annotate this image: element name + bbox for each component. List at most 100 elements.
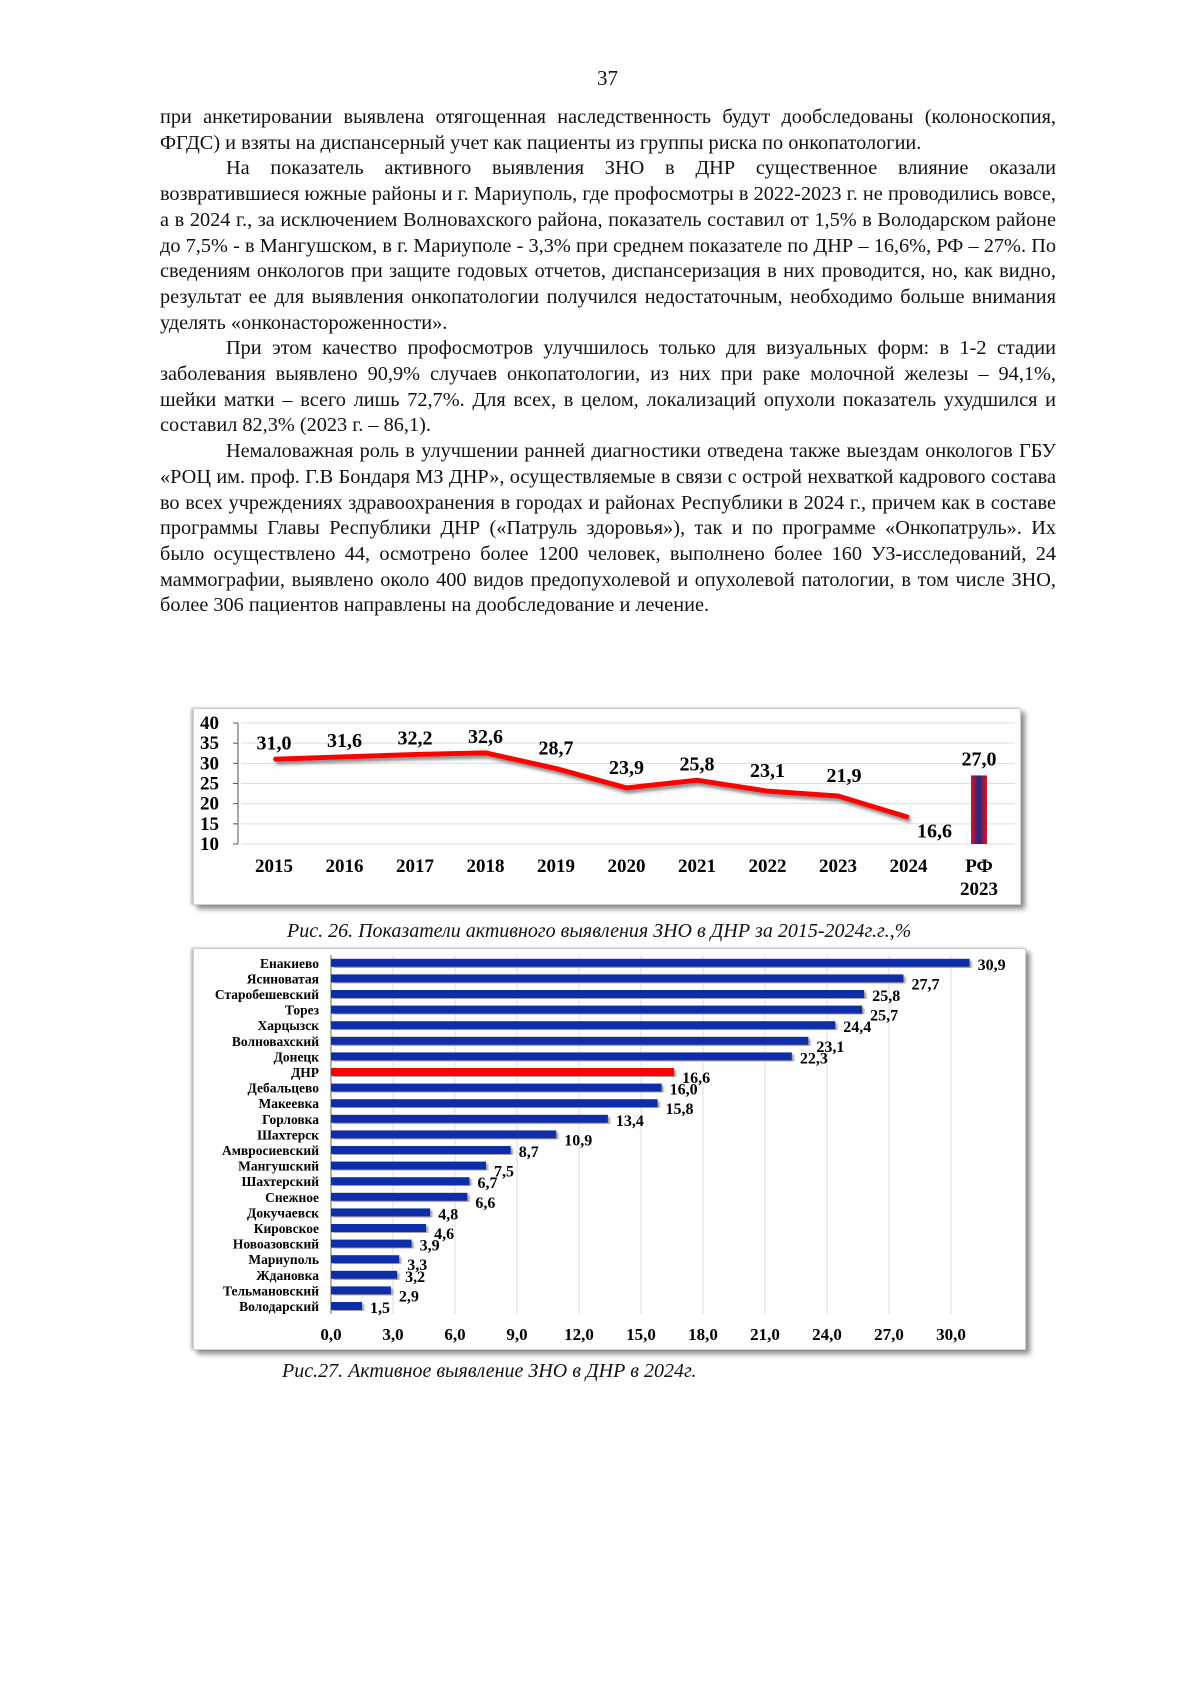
category-label: Шахтерский <box>242 1174 320 1189</box>
data-label: 28,7 <box>539 738 574 760</box>
category-label: Ждановка <box>256 1268 319 1283</box>
data-point <box>273 758 275 761</box>
category-label: Донецк <box>274 1049 320 1064</box>
line-chart-frame: 10 15 20 25 30 35 40 31,0 2015 31,6 2016 32,2 2017 32… <box>193 708 1021 905</box>
bar <box>331 1146 511 1154</box>
x-tick-label: 2024 <box>890 856 929 877</box>
data-label: 25,8 <box>680 753 715 775</box>
value-label: 3,3 <box>407 1257 427 1274</box>
bar <box>331 1270 398 1279</box>
category-label: Тельмановский <box>223 1283 319 1298</box>
bar <box>331 1021 836 1030</box>
bar <box>331 1036 809 1045</box>
bar <box>331 1302 362 1310</box>
value-label: 3,2 <box>405 1269 425 1286</box>
x-tick-label: 0,0 <box>320 1325 341 1344</box>
bar <box>331 958 970 967</box>
data-point <box>837 795 839 798</box>
data-point <box>696 779 698 782</box>
value-label: 22,3 <box>800 1050 828 1067</box>
y-tick-label: 30 <box>200 753 219 774</box>
paragraph: Немаловажная роль в улучшении ранней диа… <box>160 440 1056 617</box>
x-tick-label: 2015 <box>255 856 293 877</box>
x-tick-label: 21,0 <box>750 1325 780 1344</box>
data-label: 16,6 <box>917 820 952 842</box>
x-tick-label: 12,0 <box>564 1325 594 1344</box>
bar <box>331 1130 557 1139</box>
x-tick-label: 27,0 <box>874 1325 904 1344</box>
value-label: 23,1 <box>816 1039 844 1056</box>
y-tick-label: 10 <box>200 834 219 855</box>
value-label: 2,9 <box>399 1288 419 1305</box>
paragraph: На показатель активного выявления ЗНО в … <box>160 157 1056 334</box>
y-tick-label: 20 <box>200 794 219 815</box>
x-tick-label: 2017 <box>396 856 435 877</box>
bar <box>331 1177 470 1186</box>
bar <box>331 1005 863 1014</box>
figure-27-caption: Рис.27. Активное выявление ЗНО в ДНР в 2… <box>282 1360 697 1382</box>
x-tick-label: 30,0 <box>936 1325 966 1344</box>
data-point <box>484 751 487 754</box>
data-point <box>907 816 910 819</box>
category-label: Макеевка <box>258 1096 319 1111</box>
x-tick-label: 18,0 <box>688 1325 718 1344</box>
category-label: Мариуполь <box>248 1252 319 1267</box>
x-tick-label: 2018 <box>467 856 505 877</box>
category-label: Старобешевский <box>215 987 319 1002</box>
value-label: 16,0 <box>670 1082 698 1099</box>
y-tick-label: 35 <box>200 733 219 754</box>
value-label: 25,8 <box>872 988 900 1005</box>
value-label: 24,4 <box>843 1019 871 1036</box>
paragraph: При этом качество профосмотров улучшилос… <box>160 337 1056 437</box>
x-tick-label: 9,0 <box>506 1325 527 1344</box>
value-label: 25,7 <box>870 1008 898 1025</box>
value-label: 1,5 <box>370 1300 390 1317</box>
body-text: при анкетировании выявлена отягощенная н… <box>160 105 1056 619</box>
data-point <box>766 790 769 793</box>
data-point <box>555 767 557 770</box>
x-tick-label: 2020 <box>608 856 646 877</box>
bar <box>331 1068 675 1076</box>
value-label: 8,7 <box>519 1144 539 1161</box>
data-label: 31,0 <box>257 732 292 754</box>
category-label: Мангушский <box>238 1159 319 1174</box>
figure-26-caption: Рис. 26. Показатели активного выявления … <box>287 920 912 942</box>
value-label: 6,7 <box>477 1175 497 1192</box>
bar <box>331 1083 662 1092</box>
x-tick-label: 15,0 <box>626 1325 656 1344</box>
x-tick-label: 2021 <box>678 856 716 877</box>
category-label: Володарский <box>239 1299 319 1314</box>
bar <box>331 974 904 983</box>
category-label: Докучаевск <box>247 1205 319 1220</box>
x-tick-label: 3,0 <box>382 1325 403 1344</box>
data-label: 32,2 <box>398 727 433 749</box>
x-tick-label: 2016 <box>326 856 364 877</box>
category-label: Кировское <box>254 1221 319 1236</box>
bar <box>331 1208 431 1217</box>
y-tick-label: 40 <box>200 713 219 734</box>
data-point <box>625 786 628 789</box>
category-label: Горловка <box>262 1112 319 1127</box>
y-tick-label: 15 <box>200 814 219 835</box>
data-label: 31,6 <box>327 730 362 752</box>
value-label: 4,6 <box>434 1226 454 1243</box>
bar-chart: 0,0 3,0 6,0 9,0 12,0 15,0 18,0 21,0 24,0 27,0 30,0… <box>215 955 1006 1344</box>
category-label: Харцызск <box>257 1018 319 1033</box>
bar <box>331 1224 427 1232</box>
category-label: Снежное <box>265 1190 319 1205</box>
bar <box>331 1255 400 1264</box>
category-label: Дебальцево <box>248 1081 320 1096</box>
data-point <box>414 753 416 756</box>
value-label: 27,7 <box>911 976 939 993</box>
category-label: Амвросиевский <box>222 1143 319 1158</box>
value-label: 6,6 <box>475 1195 495 1212</box>
bar-chart-frame: 0,0 3,0 6,0 9,0 12,0 15,0 18,0 21,0 24,0 27,0 30,0… <box>193 948 1026 1350</box>
paragraph: при анкетировании выявлена отягощенная н… <box>160 106 1056 154</box>
value-label: 7,5 <box>494 1164 514 1181</box>
reference-value-label: 27,0 <box>962 748 997 770</box>
category-label: ДНР <box>291 1065 319 1080</box>
bar <box>331 1192 468 1201</box>
reference-label: 2023 <box>960 879 998 900</box>
data-label: 32,6 <box>468 726 503 748</box>
